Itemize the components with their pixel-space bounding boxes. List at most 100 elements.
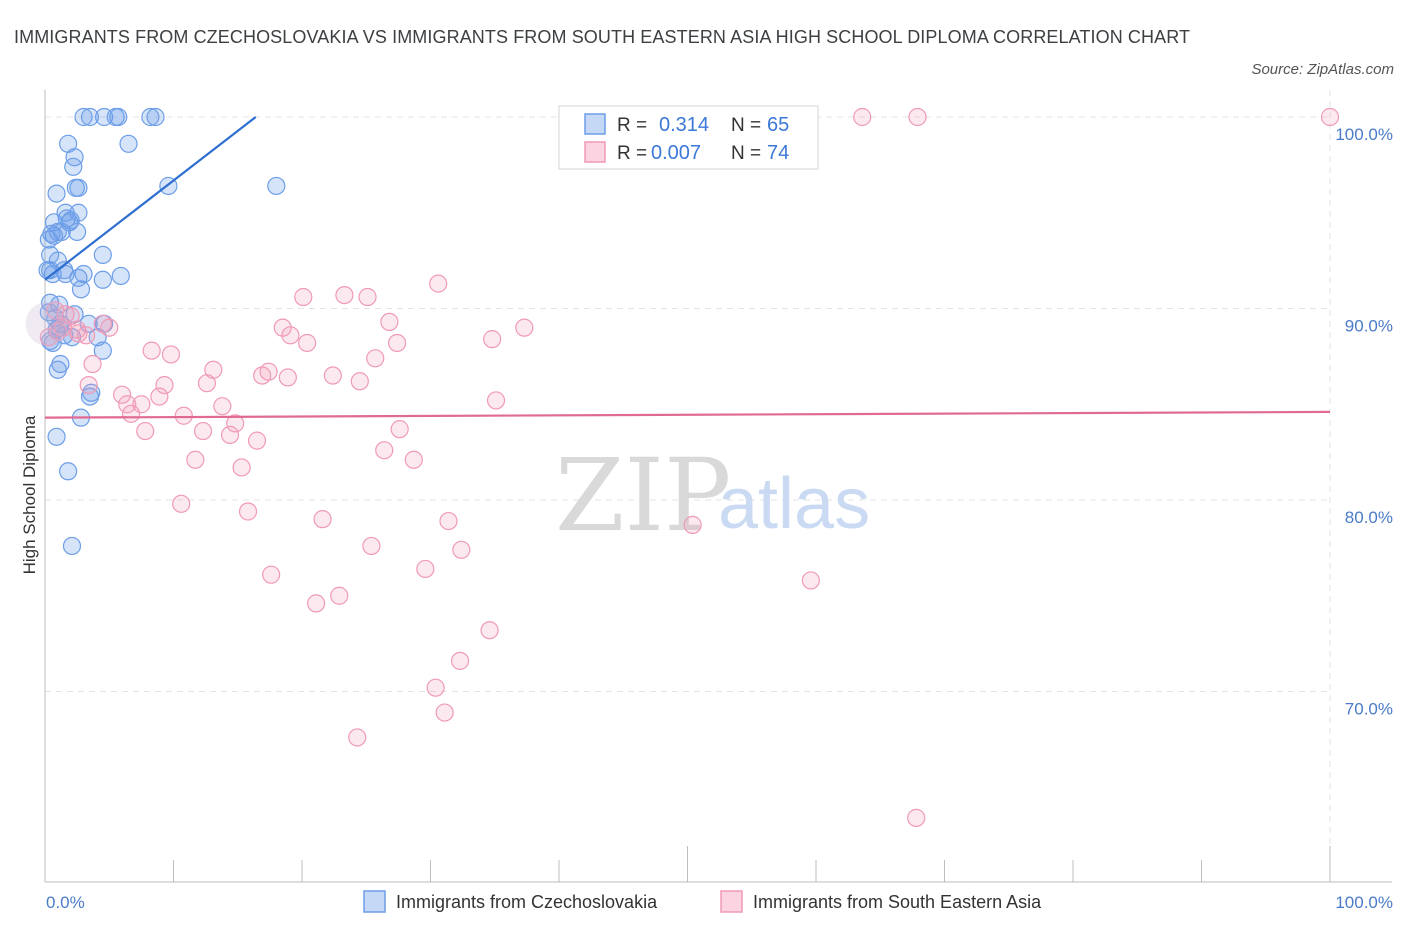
- data-point: [93, 341, 112, 360]
- data-point: [801, 571, 820, 590]
- data-point: [439, 511, 458, 531]
- data-point: [435, 703, 454, 722]
- data-point: [56, 305, 75, 324]
- data-point: [150, 387, 169, 406]
- bottom-legend: Immigrants from Czechoslovakia Immigrant…: [363, 890, 1042, 913]
- data-point: [74, 264, 93, 284]
- legend-n-value-1: 65: [767, 114, 789, 136]
- data-point: [69, 178, 88, 197]
- data-point: [515, 318, 534, 337]
- data-point: [100, 318, 119, 337]
- data-point: [1320, 107, 1340, 127]
- data-point: [416, 559, 435, 579]
- data-point: [47, 427, 66, 446]
- data-point: [348, 728, 367, 747]
- data-point: [358, 287, 377, 307]
- data-point: [155, 376, 174, 395]
- data-point: [64, 157, 83, 176]
- data-point: [853, 107, 872, 127]
- legend-n-label-2: N =: [731, 143, 761, 164]
- legend-box: R = 0.314 N = 65 R = 0.007 N = 74: [558, 105, 819, 170]
- watermark-zip: ZIP: [555, 437, 731, 554]
- data-point: [247, 431, 267, 450]
- data-point: [142, 341, 161, 360]
- trend-lines: [44, 116, 1331, 419]
- data-point: [366, 349, 385, 368]
- data-point: [48, 322, 67, 341]
- data-point: [262, 565, 281, 584]
- data-point: [93, 245, 112, 264]
- data-point: [65, 148, 84, 167]
- data-point: [204, 360, 223, 379]
- x-tick-label: 0.0%: [46, 893, 85, 912]
- data-point: [118, 395, 137, 414]
- data-point: [220, 425, 240, 444]
- bottom-legend-swatch-blue: [363, 890, 386, 913]
- data-point: [69, 324, 88, 343]
- legend-r-value-2: 0.007: [651, 142, 701, 164]
- bottom-legend-label-pink: Immigrants from South Eastern Asia: [753, 892, 1042, 912]
- data-point: [111, 266, 130, 286]
- data-point: [683, 515, 702, 534]
- data-point: [59, 462, 78, 481]
- data-point: [93, 270, 112, 289]
- y-tick-label: 80.0%: [1345, 508, 1393, 527]
- data-point: [907, 808, 926, 827]
- data-point: [267, 176, 286, 196]
- trend-line-pink: [44, 410, 1331, 419]
- source-label: Source: ZipAtlas.com: [1251, 61, 1394, 78]
- data-point: [109, 107, 128, 127]
- chart-title: IMMIGRANTS FROM CZECHOSLOVAKIA VS IMMIGR…: [14, 27, 1191, 47]
- data-point: [298, 333, 317, 353]
- data-point: [450, 651, 470, 670]
- data-point: [226, 414, 245, 433]
- data-point: [112, 385, 132, 404]
- data-point-cluster: [25, 301, 70, 346]
- data-point: [39, 328, 58, 347]
- data-point: [174, 406, 193, 425]
- data-point: [146, 107, 165, 127]
- data-point: [362, 536, 381, 556]
- legend-r-label-2: R =: [617, 143, 647, 164]
- legend-r-label-1: R =: [617, 115, 647, 136]
- legend-n-value-2: 74: [767, 142, 789, 164]
- data-point: [79, 376, 98, 395]
- data-point: [213, 397, 232, 416]
- data-point: [161, 345, 181, 364]
- data-point: [294, 287, 313, 307]
- data-point: [273, 318, 292, 337]
- data-point: [80, 387, 100, 406]
- data-point: [380, 312, 399, 332]
- data-point: [71, 280, 91, 299]
- data-point: [390, 420, 409, 439]
- data-point: [44, 226, 64, 245]
- data-point: [141, 107, 160, 127]
- data-point: [47, 184, 66, 203]
- tick-labels: 70.0% 80.0% 90.0% 100.0% 0.0% 100.0%: [46, 125, 1393, 912]
- bottom-legend-label-blue: Immigrants from Czechoslovakia: [396, 892, 658, 912]
- data-point: [193, 421, 213, 441]
- data-point: [480, 621, 499, 640]
- data-point: [74, 107, 93, 127]
- data-point: [486, 391, 506, 410]
- data-point: [452, 540, 471, 559]
- data-point: [119, 134, 138, 153]
- data-point: [375, 441, 394, 460]
- data-point: [278, 368, 297, 387]
- data-point: [83, 354, 102, 374]
- y-tick-label: 100.0%: [1335, 125, 1393, 144]
- data-point: [132, 395, 151, 414]
- data-point: [62, 536, 82, 556]
- data-point: [259, 362, 278, 381]
- y-tick-label: 70.0%: [1345, 700, 1393, 719]
- data-point: [186, 450, 205, 469]
- data-point: [238, 502, 258, 521]
- bottom-legend-swatch-pink: [720, 890, 743, 913]
- data-point: [281, 326, 300, 345]
- data-point: [387, 333, 407, 353]
- data-point: [404, 450, 423, 469]
- data-point: [426, 678, 445, 697]
- data-point: [48, 360, 67, 379]
- legend-n-label-1: N =: [731, 115, 761, 136]
